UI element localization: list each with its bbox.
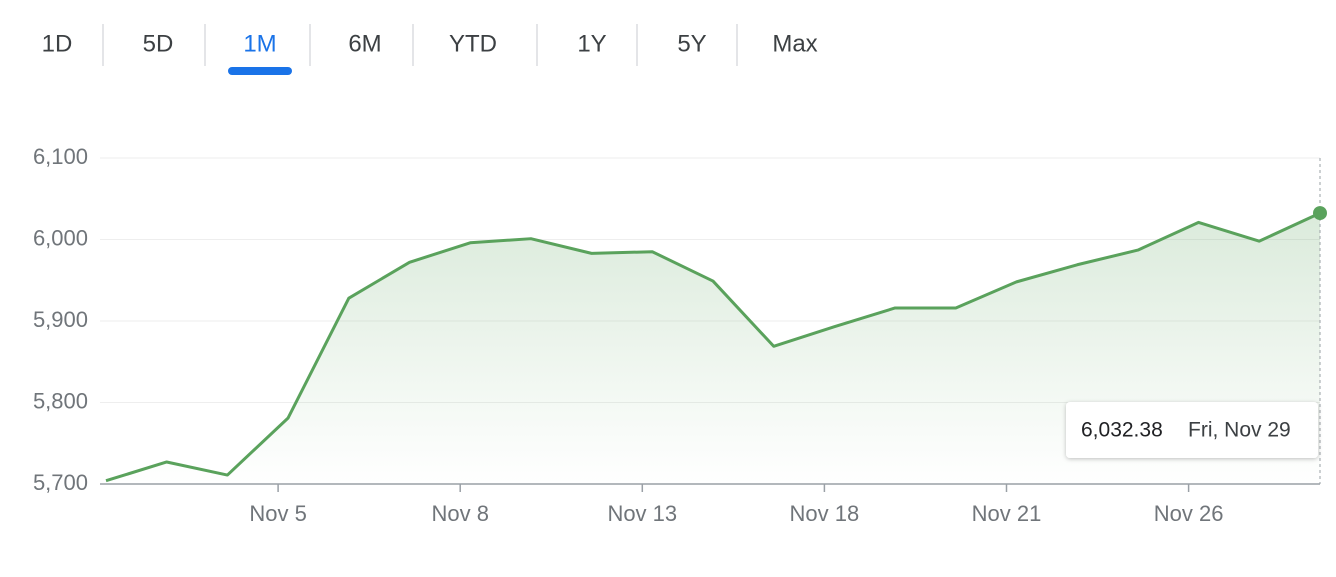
range-tab[interactable]: 5Y bbox=[677, 30, 706, 57]
y-tick-label: 6,100 bbox=[33, 144, 88, 169]
y-tick-label: 5,700 bbox=[33, 470, 88, 495]
x-tick-label: Nov 26 bbox=[1154, 501, 1224, 526]
range-tab[interactable]: 6M bbox=[348, 30, 381, 57]
hover-dot bbox=[1313, 206, 1327, 221]
range-tab[interactable]: 5D bbox=[143, 30, 174, 57]
x-tick-label: Nov 5 bbox=[249, 501, 306, 526]
price-line bbox=[105, 211, 1321, 483]
tab-indicator bbox=[228, 67, 292, 75]
y-tick-label: 6,000 bbox=[33, 225, 88, 250]
x-tick-label: Nov 8 bbox=[431, 501, 488, 526]
x-tick-label: Nov 21 bbox=[972, 501, 1042, 526]
range-tab[interactable]: 1D bbox=[42, 30, 73, 57]
area bbox=[106, 213, 1320, 485]
range-tab[interactable]: Max bbox=[772, 30, 817, 57]
range-tab[interactable]: YTD bbox=[449, 30, 497, 57]
y-tick-label: 5,900 bbox=[33, 307, 88, 332]
range-tab[interactable]: 1Y bbox=[577, 30, 606, 57]
x-tick-label: Nov 18 bbox=[790, 501, 860, 526]
y-tick-label: 5,800 bbox=[33, 388, 88, 413]
range-tabs: 1D 5D 1M 6M YTD 1Y 5Y Max bbox=[42, 24, 818, 75]
tooltip-box bbox=[1066, 402, 1318, 458]
range-tab[interactable]: 1M bbox=[243, 30, 276, 57]
tooltip-value: 6,032.38 bbox=[1081, 419, 1163, 442]
chart: 5,700 5,800 5,900 6,000 6,100 Nov 5 Nov 8 Nov 1… bbox=[33, 144, 1327, 526]
x-tick-label: Nov 13 bbox=[607, 501, 677, 526]
tooltip-date: Fri, Nov 29 bbox=[1188, 419, 1291, 442]
